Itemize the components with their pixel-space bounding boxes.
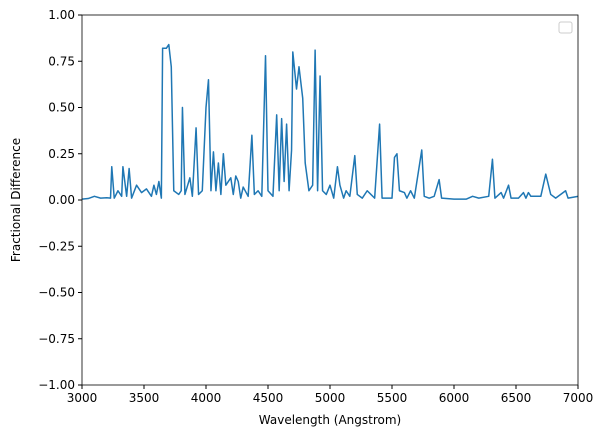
y-tick-label: −0.25 <box>38 239 75 253</box>
x-tick-label: 4500 <box>253 391 284 405</box>
y-tick-label: −0.75 <box>38 332 75 346</box>
x-tick-label: 3000 <box>67 391 98 405</box>
x-tick-label: 4000 <box>191 391 222 405</box>
x-tick-label: 5000 <box>315 391 346 405</box>
y-tick-label: 0.00 <box>48 193 75 207</box>
y-tick-label: 0.25 <box>48 147 75 161</box>
legend-box <box>558 21 573 34</box>
y-tick-label: 0.50 <box>48 101 75 115</box>
x-tick-label: 5500 <box>377 391 408 405</box>
x-tick-label: 6500 <box>501 391 532 405</box>
y-tick-label: −0.50 <box>38 286 75 300</box>
y-tick-label: −1.00 <box>38 378 75 392</box>
x-tick-label: 3500 <box>129 391 160 405</box>
plot-frame <box>81 14 579 386</box>
x-axis-label: Wavelength (Angstrom) <box>259 413 401 427</box>
y-tick-label: 0.75 <box>48 54 75 68</box>
y-tick-label: 1.00 <box>48 8 75 22</box>
y-axis-label: Fractional Difference <box>9 138 23 262</box>
x-tick-label: 7000 <box>563 391 594 405</box>
x-tick-label: 6000 <box>439 391 470 405</box>
line <box>82 43 578 200</box>
